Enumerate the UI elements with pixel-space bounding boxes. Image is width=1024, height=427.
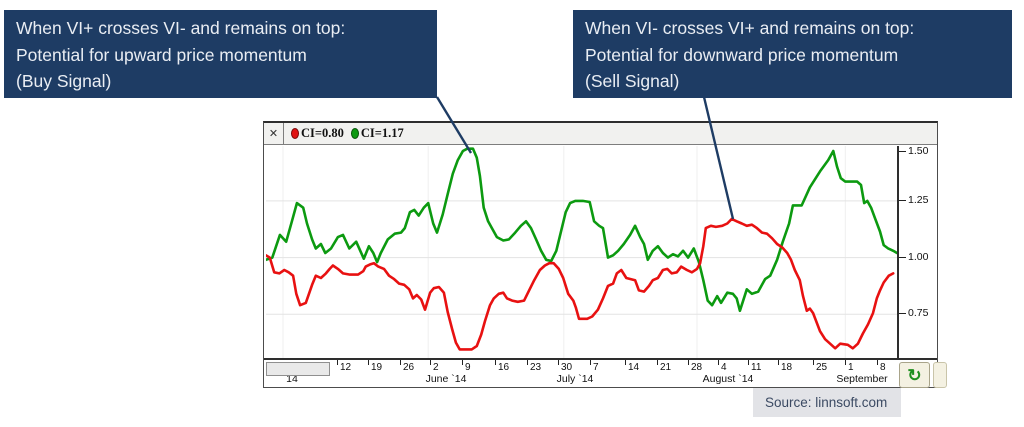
x-tick-mark [877,360,878,365]
x-tick-mark [625,360,626,365]
x-tick-mark [813,360,814,365]
x-tick-mark [748,360,749,365]
x-tick-mark [430,360,431,365]
legend-label-vi-minus: CI=0.80 [301,126,344,140]
x-tick-mark [368,360,369,365]
vi-plus-series-line [266,147,897,313]
vortex-indicator-plot [266,146,897,358]
x-axis: 12 19 26 2 9 16 23 30 7 14 21 28 4 11 18 25 1 8 14 June `14… [264,358,947,388]
x-month-label: July `14 [556,373,594,385]
x-tick-label: 18 [781,362,793,373]
y-axis: 0.75 1.00 1.25 1.50 [897,145,936,358]
sell-callout-line3: (Sell Signal) [585,71,680,91]
x-tick-mark [718,360,719,365]
buy-signal-callout: When VI+ crosses VI- and remains on top:… [4,10,437,98]
buy-callout-line3: (Buy Signal) [16,71,112,91]
sell-callout-line1: When VI- crosses VI+ and remains on top: [585,18,915,38]
x-month-label: September [836,373,888,385]
x-tick-label: 28 [691,362,703,373]
x-tick-mark [400,360,401,365]
vi-minus-series-line [266,217,895,351]
y-tick-label: 1.25 [899,194,928,206]
source-badge: Source: linnsoft.com [753,388,901,417]
x-tick-label: 9 [465,362,471,373]
x-tick-label: 7 [593,362,599,373]
x-month-label: June `14 [425,373,467,385]
buy-callout-line2: Potential for upward price momentum [16,44,307,65]
close-icon: ✕ [268,128,279,140]
x-tick-label: 11 [751,362,762,373]
close-button[interactable]: ✕ [264,123,284,144]
indicator-chart-window: ✕ CI=0.80 CI=1.17 0.75 1.00 1.25 1.50 12 19 2… [263,121,947,388]
chart-legend-bar: ✕ CI=0.80 CI=1.17 [264,123,937,145]
x-tick-label: 4 [721,362,727,373]
x-tick-label: 8 [880,362,886,373]
y-tick-label: 0.75 [899,307,928,319]
x-tick-label: 19 [371,362,383,373]
y-tick-label: 1.00 [899,251,928,263]
x-tick-label: 30 [561,362,573,373]
x-tick-label: 21 [660,362,672,373]
legend-items: CI=0.80 CI=1.17 [284,126,404,141]
x-tick-mark [337,360,338,365]
legend-item-vi-plus: CI=1.17 [350,126,404,141]
refresh-button[interactable]: ↻ [899,362,930,388]
sell-callout-line2: Potential for downward price momentum [585,44,899,65]
horizontal-scrollbar-thumb[interactable] [266,362,330,376]
x-axis-ticks: 12 19 26 2 9 16 23 30 7 14 21 28 4 11 18 25 1 8 14 June `14… [266,360,897,387]
x-tick-mark [590,360,591,365]
sell-signal-callout: When VI- crosses VI+ and remains on top:… [573,10,1012,98]
legend-label-vi-plus: CI=1.17 [360,126,404,140]
x-month-label: August `14 [702,373,754,385]
legend-item-vi-minus: CI=0.80 [291,126,344,141]
x-month-label: 14 [286,373,298,385]
partial-button-edge [933,362,947,388]
red-series-dot-icon [291,128,299,139]
y-tick-label: 1.50 [899,145,928,157]
green-series-dot-icon [350,128,359,139]
x-tick-label: 2 [433,362,439,373]
x-tick-mark [558,360,559,365]
x-tick-mark [778,360,779,365]
x-tick-mark [527,360,528,365]
x-tick-mark [845,360,846,365]
x-tick-label: 23 [530,362,542,373]
x-tick-label: 12 [340,362,352,373]
x-tick-label: 14 [628,362,640,373]
x-tick-mark [462,360,463,365]
x-tick-label: 1 [848,362,854,373]
x-tick-label: 25 [816,362,828,373]
plot-area[interactable] [266,146,897,358]
refresh-icon: ↻ [907,365,922,385]
x-tick-mark [495,360,496,365]
x-tick-label: 16 [498,362,510,373]
buy-callout-line1: When VI+ crosses VI- and remains on top: [16,18,346,38]
x-tick-mark [657,360,658,365]
x-tick-label: 26 [403,362,415,373]
x-tick-mark [688,360,689,365]
